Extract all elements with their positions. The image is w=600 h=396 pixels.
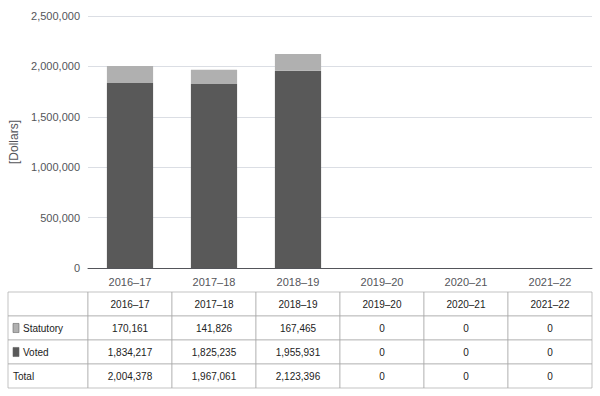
svg-text:2,500,000: 2,500,000 (31, 10, 80, 22)
svg-text:0: 0 (547, 323, 553, 334)
svg-text:141,826: 141,826 (196, 323, 233, 334)
svg-text:0: 0 (379, 347, 385, 358)
svg-text:Statutory: Statutory (23, 323, 63, 334)
svg-text:0: 0 (547, 371, 553, 382)
svg-text:0: 0 (379, 323, 385, 334)
svg-text:500,000: 500,000 (40, 212, 80, 224)
svg-text:1,834,217: 1,834,217 (108, 347, 153, 358)
svg-text:2017–18: 2017–18 (195, 299, 234, 310)
svg-text:1,955,931: 1,955,931 (276, 347, 321, 358)
svg-text:Total: Total (13, 371, 34, 382)
svg-text:0: 0 (74, 262, 80, 274)
svg-text:2016–17: 2016–17 (109, 276, 152, 288)
svg-text:2,004,378: 2,004,378 (108, 371, 153, 382)
svg-text:Voted: Voted (23, 347, 49, 358)
svg-text:1,967,061: 1,967,061 (192, 371, 237, 382)
svg-text:2,123,396: 2,123,396 (276, 371, 321, 382)
svg-text:2016–17: 2016–17 (111, 299, 150, 310)
svg-text:2018–19: 2018–19 (279, 299, 318, 310)
svg-text:1,825,235: 1,825,235 (192, 347, 237, 358)
svg-text:2,000,000: 2,000,000 (31, 60, 80, 72)
svg-text:2020–21: 2020–21 (445, 276, 488, 288)
svg-text:2018–19: 2018–19 (277, 276, 320, 288)
svg-text:2017–18: 2017–18 (193, 276, 236, 288)
svg-text:[Dollars]: [Dollars] (7, 120, 21, 164)
svg-text:1,500,000: 1,500,000 (31, 111, 80, 123)
svg-text:2021–22: 2021–22 (529, 276, 572, 288)
svg-text:2019–20: 2019–20 (361, 276, 404, 288)
svg-text:2020–21: 2020–21 (447, 299, 486, 310)
svg-text:0: 0 (463, 323, 469, 334)
svg-text:0: 0 (463, 371, 469, 382)
svg-text:167,465: 167,465 (280, 323, 317, 334)
svg-text:0: 0 (379, 371, 385, 382)
svg-text:170,161: 170,161 (112, 323, 149, 334)
svg-text:0: 0 (463, 347, 469, 358)
svg-text:2021–22: 2021–22 (531, 299, 570, 310)
svg-text:2019–20: 2019–20 (363, 299, 402, 310)
svg-text:0: 0 (547, 347, 553, 358)
svg-text:1,000,000: 1,000,000 (31, 161, 80, 173)
